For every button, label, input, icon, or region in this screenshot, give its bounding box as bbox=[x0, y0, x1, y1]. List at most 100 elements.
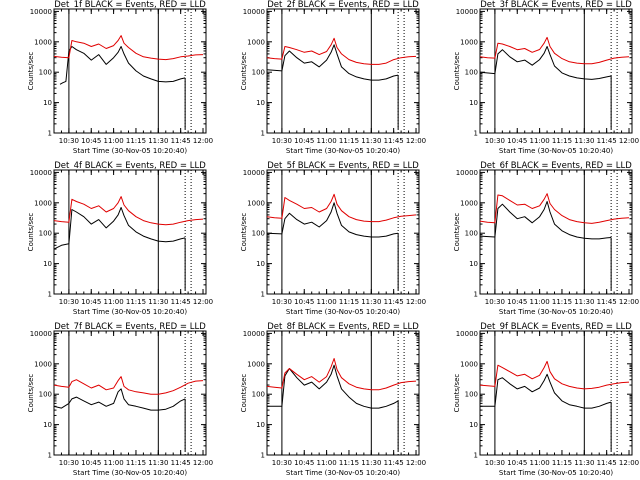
x-tick-label: 11:45 bbox=[384, 137, 404, 145]
x-tick-label: 12:00 bbox=[619, 298, 639, 306]
series-line-lld bbox=[267, 358, 417, 391]
y-tick-label: 100 bbox=[465, 391, 478, 399]
series-line-events bbox=[267, 44, 399, 81]
y-tick-label: 1000 bbox=[460, 360, 478, 368]
x-tick-label: 11:00 bbox=[530, 459, 550, 467]
y-tick-label: 1000 bbox=[247, 199, 265, 207]
panel-4: Det_4f BLACK = Events, RED = LLD 1 10 100 10… bbox=[27, 161, 213, 316]
y-axis-label: Counts/sec bbox=[453, 213, 461, 252]
y-tick-label: 1 bbox=[474, 291, 478, 299]
y-tick-label: 10 bbox=[43, 421, 52, 429]
y-tick-label: 100 bbox=[252, 230, 265, 238]
y-tick-label: 10 bbox=[469, 99, 478, 107]
y-tick-label: 100 bbox=[465, 230, 478, 238]
x-tick-label: 11:00 bbox=[530, 298, 550, 306]
y-tick-label: 1000 bbox=[460, 199, 478, 207]
x-tick-label: 11:00 bbox=[530, 137, 550, 145]
x-tick-label: 12:00 bbox=[406, 137, 426, 145]
plot-frame bbox=[266, 169, 420, 295]
panel-title: Det_1f BLACK = Events, RED = LLD bbox=[54, 0, 206, 10]
series-line-events bbox=[54, 207, 186, 250]
x-tick-label: 11:30 bbox=[361, 459, 381, 467]
y-axis-label: Counts/sec bbox=[240, 213, 248, 252]
x-tick-label: 11:30 bbox=[574, 459, 594, 467]
x-tick-label: 11:00 bbox=[104, 459, 124, 467]
panel-9: Det_9f BLACK = Events, RED = LLD 1 10 100 10… bbox=[453, 322, 639, 477]
y-tick-label: 1000 bbox=[247, 360, 265, 368]
y-tick-label: 1000 bbox=[460, 38, 478, 46]
y-tick-label: 10000 bbox=[243, 169, 265, 177]
series-line-events bbox=[480, 46, 612, 80]
y-tick-label: 10000 bbox=[30, 169, 52, 177]
x-tick-label: 11:30 bbox=[148, 459, 168, 467]
plot-frame bbox=[53, 330, 207, 456]
x-axis-label: Start Time (30-Nov-05 10:20:40) bbox=[286, 469, 400, 477]
panel-title: Det_4f BLACK = Events, RED = LLD bbox=[54, 161, 206, 171]
series-line-lld bbox=[54, 196, 204, 226]
series-line-events bbox=[267, 202, 399, 238]
x-tick-label: 11:45 bbox=[171, 137, 191, 145]
series-line-lld bbox=[54, 376, 204, 395]
x-tick-label: 10:30 bbox=[272, 459, 292, 467]
y-tick-label: 10000 bbox=[243, 330, 265, 338]
x-tick-label: 12:00 bbox=[406, 298, 426, 306]
x-tick-label: 10:45 bbox=[81, 137, 101, 145]
x-tick-label: 11:15 bbox=[552, 459, 572, 467]
x-tick-label: 10:30 bbox=[272, 298, 292, 306]
plot-frame bbox=[479, 8, 633, 134]
y-tick-label: 10000 bbox=[30, 8, 52, 16]
panel-6: Det_6f BLACK = Events, RED = LLD 1 10 100 10… bbox=[453, 161, 639, 316]
x-axis-label: Start Time (30-Nov-05 10:20:40) bbox=[73, 147, 187, 155]
x-tick-label: 11:15 bbox=[552, 137, 572, 145]
x-tick-label: 10:30 bbox=[272, 137, 292, 145]
y-tick-label: 10000 bbox=[456, 330, 478, 338]
y-tick-label: 1 bbox=[48, 452, 52, 460]
x-tick-label: 12:00 bbox=[619, 459, 639, 467]
x-tick-label: 10:30 bbox=[485, 137, 505, 145]
y-axis-label: Counts/sec bbox=[453, 374, 461, 413]
y-tick-label: 100 bbox=[252, 69, 265, 77]
y-tick-label: 100 bbox=[39, 230, 52, 238]
x-tick-label: 10:30 bbox=[485, 459, 505, 467]
y-tick-label: 1000 bbox=[34, 360, 52, 368]
y-tick-label: 1 bbox=[48, 130, 52, 138]
panel-title: Det_8f BLACK = Events, RED = LLD bbox=[267, 322, 419, 332]
y-tick-label: 10000 bbox=[243, 8, 265, 16]
y-tick-label: 10 bbox=[43, 260, 52, 268]
x-axis-label: Start Time (30-Nov-05 10:20:40) bbox=[286, 308, 400, 316]
panel-2: Det_2f BLACK = Events, RED = LLD 1 10 100 10… bbox=[240, 0, 426, 155]
panel-3: Det_3f BLACK = Events, RED = LLD 1 10 100 10… bbox=[453, 0, 639, 155]
x-tick-label: 12:00 bbox=[193, 137, 213, 145]
x-tick-label: 11:45 bbox=[597, 459, 617, 467]
x-axis-label: Start Time (30-Nov-05 10:20:40) bbox=[499, 308, 613, 316]
y-tick-label: 100 bbox=[252, 391, 265, 399]
y-tick-label: 10 bbox=[256, 421, 265, 429]
x-tick-label: 11:15 bbox=[552, 298, 572, 306]
y-tick-label: 10 bbox=[469, 421, 478, 429]
x-tick-label: 11:45 bbox=[171, 459, 191, 467]
series-line-lld bbox=[480, 193, 630, 224]
panel-title: Det_3f BLACK = Events, RED = LLD bbox=[480, 0, 632, 10]
x-tick-label: 11:15 bbox=[339, 459, 359, 467]
panel-title: Det_7f BLACK = Events, RED = LLD bbox=[54, 322, 206, 332]
panel-8: Det_8f BLACK = Events, RED = LLD 1 10 100 10… bbox=[240, 322, 426, 477]
plot-frame bbox=[53, 169, 207, 295]
y-tick-label: 1000 bbox=[247, 38, 265, 46]
x-tick-label: 11:45 bbox=[597, 137, 617, 145]
y-axis-label: Counts/sec bbox=[240, 52, 248, 91]
series-line-lld bbox=[267, 37, 417, 65]
x-tick-label: 11:00 bbox=[104, 298, 124, 306]
x-tick-label: 11:45 bbox=[171, 298, 191, 306]
x-tick-label: 12:00 bbox=[193, 459, 213, 467]
x-tick-label: 10:30 bbox=[59, 459, 79, 467]
series-line-lld bbox=[267, 193, 417, 223]
y-tick-label: 1000 bbox=[34, 38, 52, 46]
panel-title: Det_6f BLACK = Events, RED = LLD bbox=[480, 161, 632, 171]
x-tick-label: 10:45 bbox=[294, 298, 314, 306]
x-tick-label: 11:30 bbox=[574, 137, 594, 145]
x-tick-label: 11:15 bbox=[339, 137, 359, 145]
y-tick-label: 100 bbox=[39, 391, 52, 399]
x-tick-label: 11:00 bbox=[317, 459, 337, 467]
x-axis-label: Start Time (30-Nov-05 10:20:40) bbox=[499, 469, 613, 477]
